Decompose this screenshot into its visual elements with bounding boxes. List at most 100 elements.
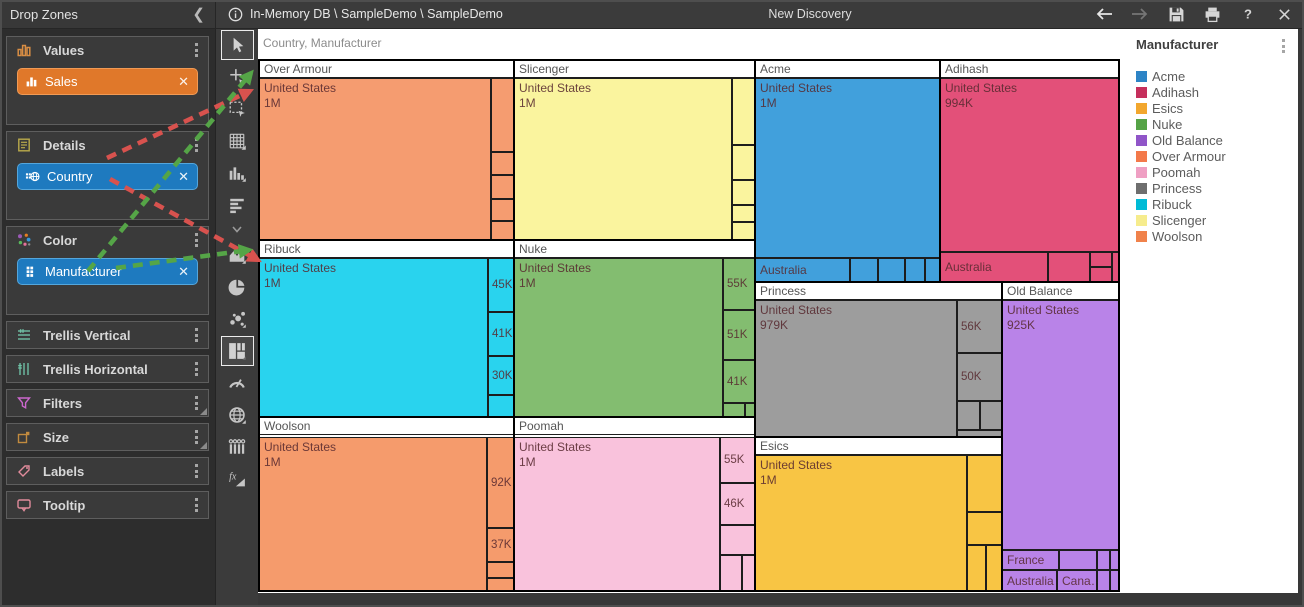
field-chip-sales[interactable]: Sales ✕ [17, 68, 198, 95]
treemap-cell-nuke[interactable]: 55K [723, 258, 755, 310]
bar-chart-tool[interactable] [221, 190, 254, 220]
treemap-cell-old-balance[interactable] [1110, 570, 1119, 591]
treemap-cell-slicenger[interactable] [732, 145, 755, 180]
treemap-cell-old-balance[interactable]: United States 925K [1002, 300, 1119, 550]
map-chart-tool[interactable] [221, 400, 254, 430]
treemap-cell-over-armour[interactable] [491, 78, 514, 152]
treemap-cell-adihash[interactable] [1090, 267, 1112, 282]
treemap-cell-acme[interactable]: United States 1M [755, 78, 940, 258]
treemap-cell-ribuck[interactable]: 45K [488, 258, 514, 312]
treemap-cell-acme[interactable] [878, 258, 905, 282]
drop-zone-menu-button[interactable] [187, 40, 205, 60]
calculation-tool[interactable]: fx [221, 464, 254, 494]
gauge-chart-tool[interactable] [221, 368, 254, 398]
treemap-cell-nuke[interactable]: United States 1M [514, 258, 723, 417]
treemap-cell-slicenger[interactable] [732, 180, 755, 205]
treemap-cell-adihash[interactable]: United States 994K [940, 78, 1119, 252]
treemap-cell-ribuck[interactable] [488, 395, 514, 417]
treemap-cell-acme[interactable] [850, 258, 878, 282]
treemap-cell-princess[interactable]: 56K [957, 300, 1002, 353]
treemap-cell-nuke[interactable]: 51K [723, 310, 755, 360]
drop-zone-menu-button[interactable] [187, 427, 205, 447]
treemap-cell-old-balance-australia[interactable]: Australia [1002, 570, 1057, 591]
timeline-chart-tool[interactable] [221, 432, 254, 462]
save-button[interactable] [1166, 4, 1186, 24]
treemap-cell-nuke[interactable] [723, 403, 745, 417]
treemap-group-header-esics[interactable]: Esics [755, 437, 1002, 455]
drop-zone-menu-button[interactable] [187, 325, 205, 345]
treemap-cell-old-balance[interactable] [1097, 570, 1110, 591]
remove-field-icon[interactable]: ✕ [178, 73, 189, 89]
legend-item-adihash[interactable]: Adihash [1136, 84, 1226, 100]
treemap-cell-adihash-australia[interactable]: Australia [940, 252, 1048, 282]
treemap-group-header-ribuck[interactable]: Ribuck [259, 240, 514, 258]
legend-item-ribuck[interactable]: Ribuck [1136, 196, 1226, 212]
treemap-cell-woolson[interactable] [487, 562, 514, 578]
treemap-cell-princess[interactable] [980, 401, 1002, 430]
treemap-group-header-old-balance[interactable]: Old Balance [1002, 282, 1119, 300]
legend-item-over-armour[interactable]: Over Armour [1136, 148, 1226, 164]
treemap-cell-acme-australia[interactable]: Australia [755, 258, 850, 282]
legend-menu-button[interactable] [1274, 36, 1292, 56]
treemap-cell-ribuck[interactable]: United States 1M [259, 258, 488, 417]
treemap-group-header-acme[interactable]: Acme [755, 60, 940, 78]
add-tool[interactable] [221, 62, 254, 92]
info-icon[interactable] [228, 7, 243, 22]
legend-item-nuke[interactable]: Nuke [1136, 116, 1226, 132]
marquee-select-tool[interactable] [221, 94, 254, 124]
treemap-cell-princess[interactable]: 50K [957, 353, 1002, 401]
treemap-group-header-nuke[interactable]: Nuke [514, 240, 755, 258]
treemap-cell-nuke[interactable]: 41K [723, 360, 755, 403]
treemap-cell-adihash[interactable] [1112, 252, 1119, 282]
treemap-cell-slicenger[interactable] [732, 205, 755, 222]
help-button[interactable]: ? [1238, 4, 1258, 24]
forward-button[interactable] [1130, 4, 1150, 24]
treemap-cell-poomah[interactable]: United States 1M [514, 437, 720, 591]
treemap-cell-woolson[interactable] [487, 578, 514, 591]
treemap-cell-over-armour[interactable] [491, 199, 514, 221]
treemap-cell-over-armour[interactable] [491, 175, 514, 199]
treemap-group-header-adihash[interactable]: Adihash [940, 60, 1119, 78]
drop-zone-menu-button[interactable] [187, 135, 205, 155]
treemap-cell-poomah[interactable]: 55K [720, 437, 755, 483]
legend-item-esics[interactable]: Esics [1136, 100, 1226, 116]
treemap-cell-nuke[interactable] [745, 403, 755, 417]
legend-item-poomah[interactable]: Poomah [1136, 164, 1226, 180]
treemap-cell-woolson[interactable]: 92K [487, 437, 514, 528]
treemap-cell-old-balance-cana[interactable]: Cana… [1057, 570, 1097, 591]
scatter-chart-tool[interactable] [221, 304, 254, 334]
drop-zone-menu-button[interactable] [187, 495, 205, 515]
pointer-tool[interactable] [220, 30, 254, 60]
treemap-group-header-over-armour[interactable]: Over Armour [259, 60, 514, 78]
field-chip-country[interactable]: Country ✕ [17, 163, 198, 190]
treemap-cell-over-armour[interactable]: United States 1M [259, 78, 491, 240]
drop-zone-menu-button[interactable] [187, 359, 205, 379]
area-chart-tool[interactable] [221, 240, 254, 270]
treemap-cell-over-armour[interactable] [491, 152, 514, 175]
more-tools[interactable] [221, 222, 254, 238]
treemap-cell-ribuck[interactable]: 30K [488, 356, 514, 395]
chevron-left-icon[interactable]: ❮ [192, 5, 205, 23]
treemap-cell-esics[interactable]: United States 1M [755, 455, 967, 591]
treemap-cell-princess[interactable] [957, 401, 980, 430]
legend-item-acme[interactable]: Acme [1136, 68, 1226, 84]
treemap-cell-princess[interactable]: United States 979K [755, 300, 957, 437]
treemap-cell-esics[interactable] [986, 545, 1002, 591]
legend-item-slicenger[interactable]: Slicenger [1136, 212, 1226, 228]
treemap-cell-poomah[interactable] [720, 555, 742, 591]
remove-field-icon[interactable]: ✕ [178, 168, 189, 184]
treemap-cell-esics[interactable] [967, 455, 1002, 512]
treemap-cell-slicenger[interactable] [732, 78, 755, 145]
treemap-cell-woolson[interactable]: United States 1M [259, 437, 487, 591]
drop-zone-menu-button[interactable] [187, 461, 205, 481]
print-button[interactable] [1202, 4, 1222, 24]
treemap-cell-acme[interactable] [905, 258, 925, 282]
back-button[interactable] [1094, 4, 1114, 24]
treemap-cell-esics[interactable] [967, 545, 986, 591]
treemap-group-header-princess[interactable]: Princess [755, 282, 1002, 300]
legend-item-old-balance[interactable]: Old Balance [1136, 132, 1226, 148]
treemap-cell-old-balance[interactable] [1110, 550, 1119, 570]
treemap-cell-adihash[interactable] [1048, 252, 1090, 282]
treemap-cell-old-balance-france[interactable]: France [1002, 550, 1059, 570]
pie-chart-tool[interactable] [221, 272, 254, 302]
